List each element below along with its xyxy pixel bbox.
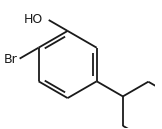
Text: Br: Br xyxy=(4,53,18,66)
Text: HO: HO xyxy=(24,13,43,26)
